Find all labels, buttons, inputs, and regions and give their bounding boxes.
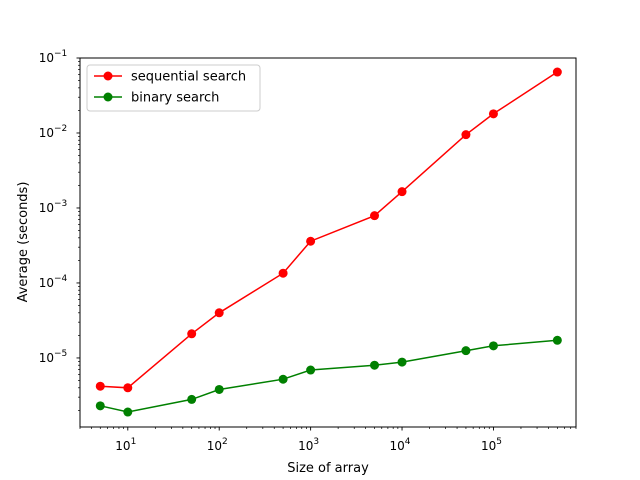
sequential-search-point [214, 308, 224, 318]
x-tick-label: 103 [298, 437, 319, 453]
binary-search-point [187, 394, 197, 404]
y-axis-ticks: 10−5 10−4 10−3 10−2 10−1 [39, 49, 80, 411]
binary-search-point [306, 365, 316, 375]
binary-search-point [278, 374, 288, 384]
plot-area [80, 58, 576, 427]
legend-label-binary-search: binary search [131, 91, 219, 106]
sequential-search-point [370, 211, 380, 221]
plot-frame [79, 57, 577, 428]
sequential-search-point [552, 67, 562, 77]
x-tick-label: 102 [207, 437, 228, 453]
legend-box [86, 64, 261, 112]
sequential-search-point [95, 381, 105, 391]
y-tick-label: 10−5 [39, 349, 68, 365]
x-tick-label: 105 [481, 437, 502, 453]
legend: sequential search binary search [86, 64, 261, 112]
binary-search-point [397, 357, 407, 367]
y-tick-label: 10−1 [39, 49, 68, 65]
sequential-search-point [461, 130, 471, 140]
y-tick-label: 10−3 [39, 199, 68, 215]
x-axis-ticks: 101 102 103 104 105 [79, 427, 577, 453]
binary-search-point [123, 407, 133, 417]
binary-search-point [370, 360, 380, 370]
legend-swatch-marker [103, 71, 113, 81]
sequential-search-point [397, 187, 407, 197]
legend-label-sequential-search: sequential search [131, 70, 246, 85]
sequential-search-point [123, 383, 133, 393]
binary-search-point [95, 401, 105, 411]
x-tick-label: 101 [115, 437, 136, 453]
x-axis-label: Size of array [287, 461, 369, 476]
binary-search-point [214, 384, 224, 394]
y-axis-label: Average (seconds) [16, 182, 31, 303]
chart-marks [95, 67, 562, 417]
y-tick-label: 10−2 [39, 124, 68, 140]
binary-search-point [488, 341, 498, 351]
binary-search-point [552, 335, 562, 345]
sequential-search-point [278, 268, 288, 278]
sequential-search-point [488, 109, 498, 119]
x-tick-label: 104 [390, 437, 411, 453]
sequential-search-point [187, 329, 197, 339]
y-tick-label: 10−4 [39, 274, 68, 290]
sequential-search-point [306, 236, 316, 246]
binary-search-point [461, 346, 471, 356]
legend-swatch-marker [103, 92, 113, 102]
